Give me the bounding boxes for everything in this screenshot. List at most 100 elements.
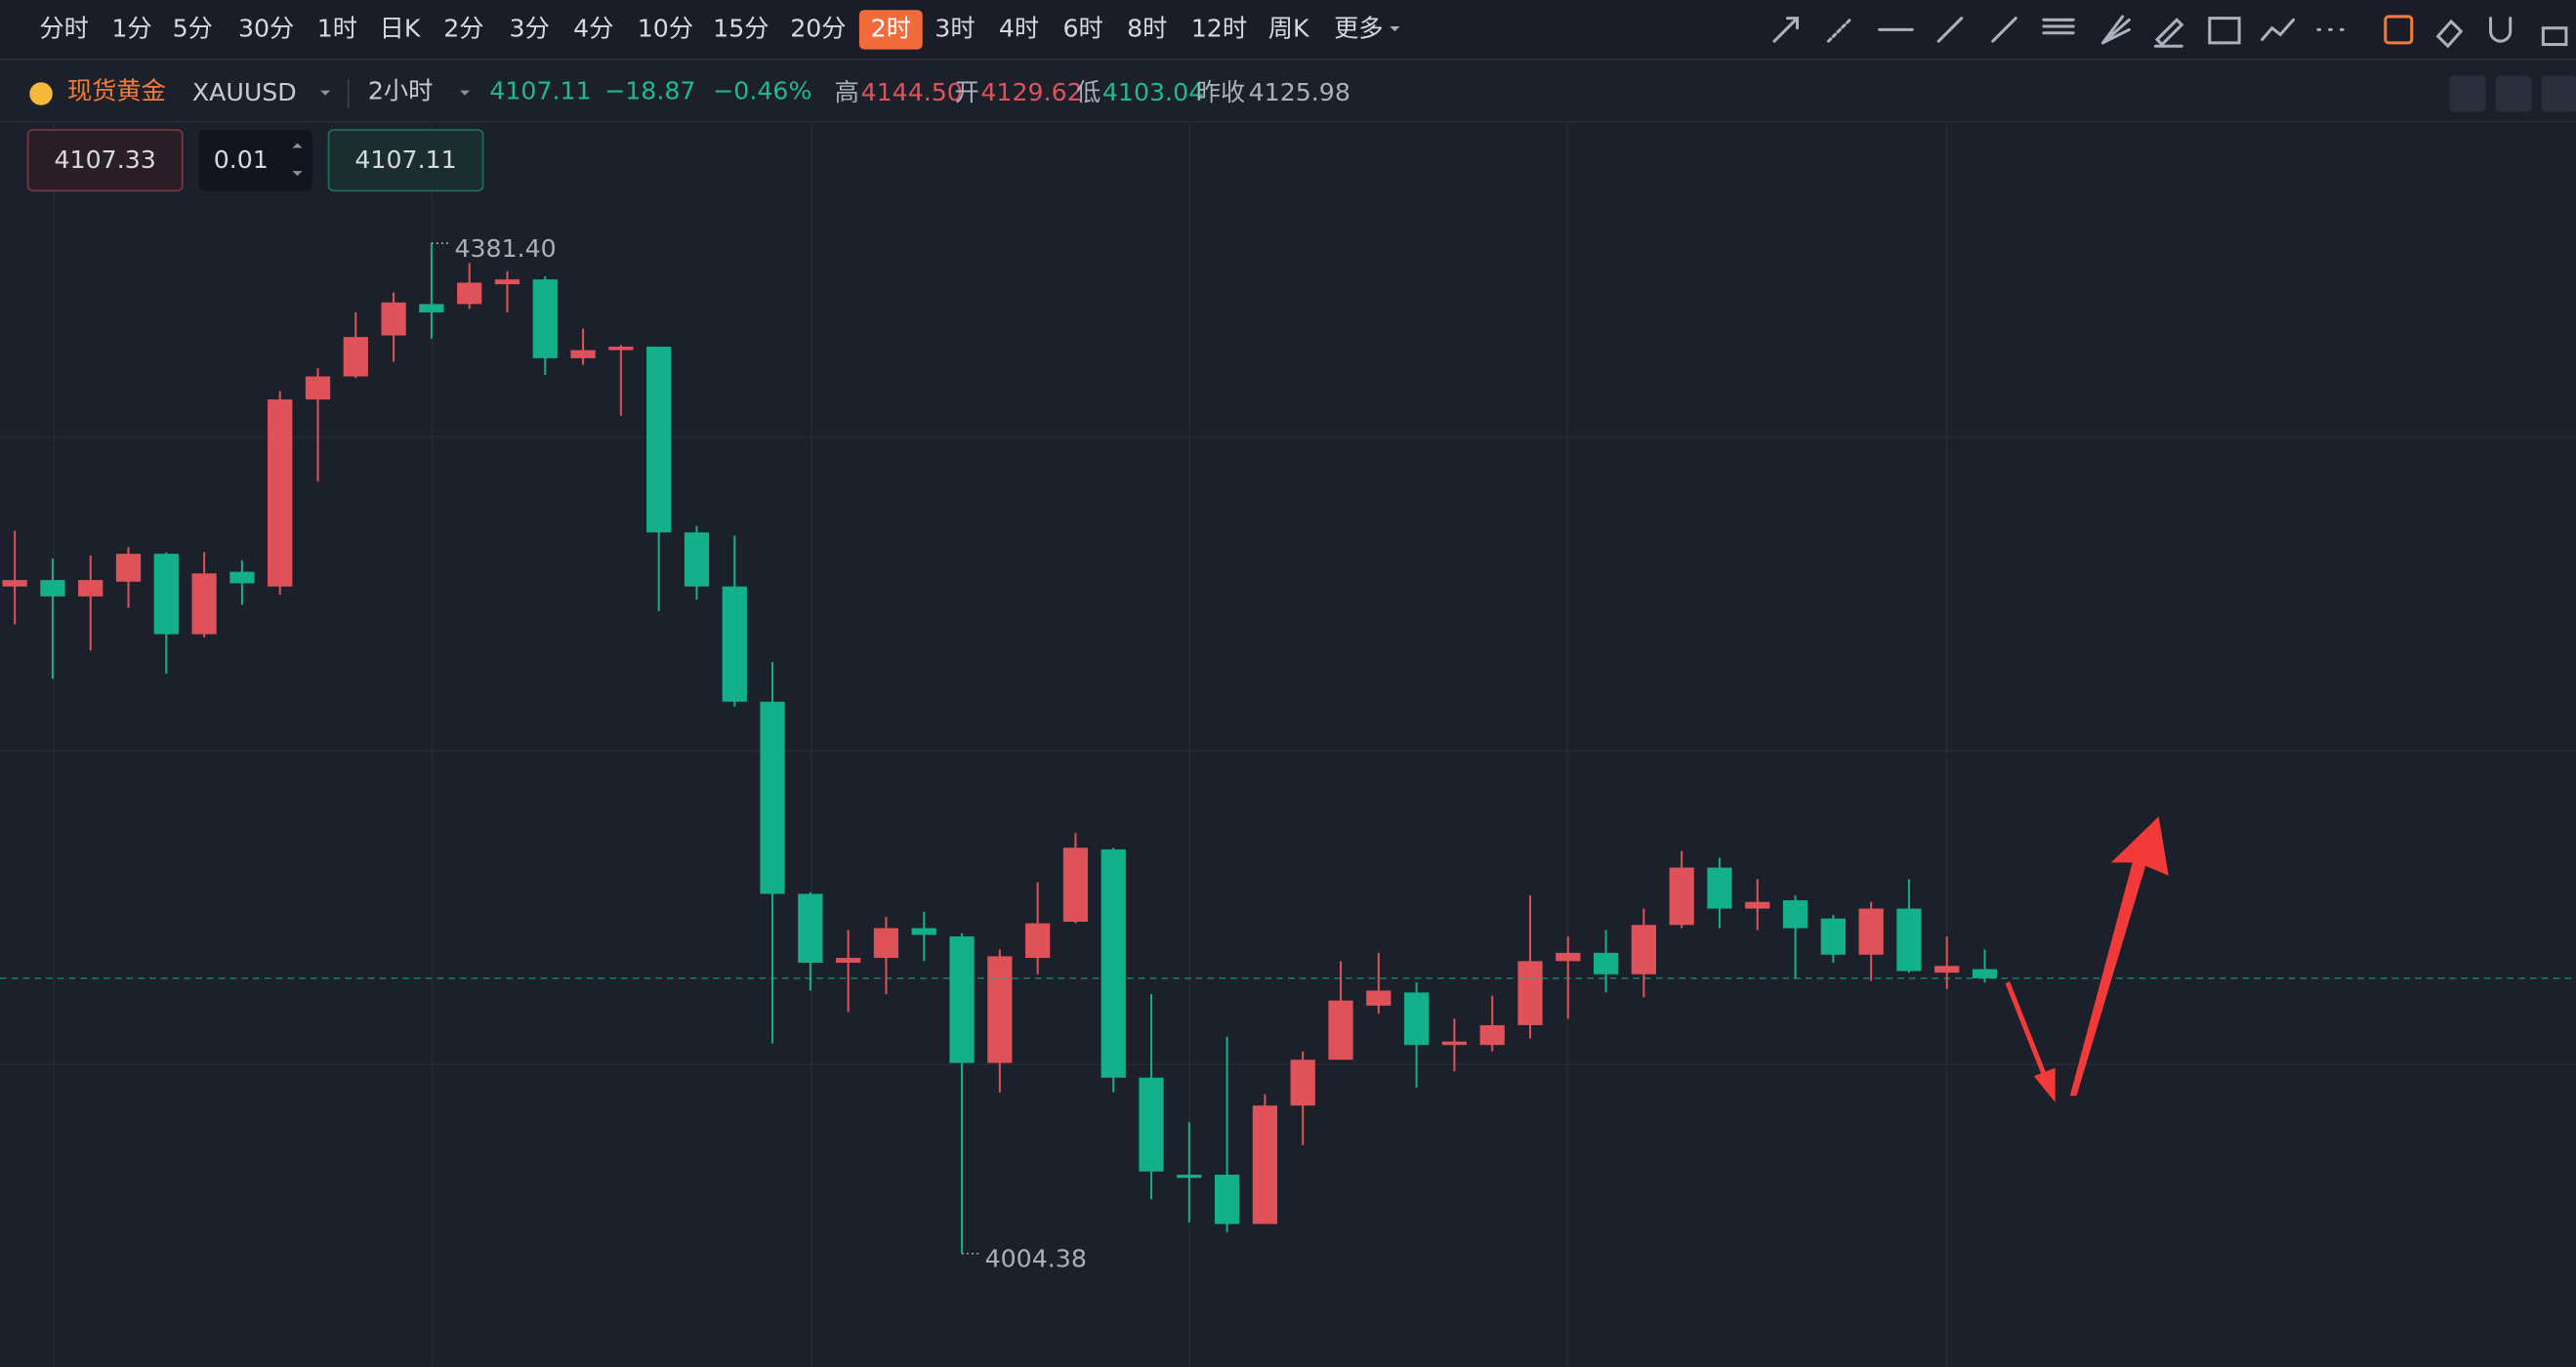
period-button[interactable]: 2时 bbox=[871, 14, 911, 42]
tool-lock[interactable] bbox=[2541, 26, 2568, 47]
buy-price[interactable]: 4107.11 bbox=[354, 145, 456, 174]
candle-body bbox=[570, 350, 596, 358]
period-button[interactable]: 12时 bbox=[1191, 14, 1247, 42]
tool-pen[interactable] bbox=[2153, 18, 2184, 48]
candle-body bbox=[608, 347, 634, 351]
arrow-down-head bbox=[2033, 1067, 2056, 1103]
arrow-down-shaft bbox=[2005, 981, 2048, 1079]
candle-body bbox=[229, 571, 255, 584]
candle-body bbox=[1745, 901, 1770, 909]
period-button[interactable]: 6时 bbox=[1063, 14, 1103, 42]
candle-body bbox=[2, 580, 27, 587]
candle-body bbox=[1290, 1059, 1315, 1106]
period-button[interactable]: 20分 bbox=[790, 14, 846, 42]
candle-body bbox=[722, 586, 747, 702]
period-button[interactable]: 4时 bbox=[999, 14, 1039, 42]
candle-body bbox=[1177, 1175, 1202, 1179]
candle-body bbox=[1441, 1041, 1468, 1046]
candle-body bbox=[457, 282, 482, 305]
period-button[interactable]: 3分 bbox=[510, 14, 550, 42]
candle-body bbox=[532, 279, 558, 358]
candle-body bbox=[268, 399, 293, 587]
period-button[interactable]: 10分 bbox=[638, 14, 693, 42]
candle-body bbox=[1328, 1000, 1353, 1060]
red-arrows bbox=[2005, 816, 2169, 1103]
caret bbox=[320, 90, 331, 96]
more-button[interactable]: 更多 bbox=[1334, 14, 1383, 42]
candle-body bbox=[78, 580, 104, 597]
period-button[interactable]: 30分 bbox=[238, 14, 294, 42]
candle-body bbox=[494, 279, 520, 285]
last-price: 4107.11 bbox=[489, 76, 591, 104]
tool-segment[interactable] bbox=[1936, 17, 1964, 43]
tool-ray[interactable] bbox=[1826, 17, 1853, 43]
tool-fib[interactable] bbox=[2042, 18, 2075, 35]
open-value: 4129.62 bbox=[980, 78, 1082, 106]
candle-body bbox=[949, 936, 975, 1063]
candle-body bbox=[1101, 849, 1126, 1078]
change: −18.87 bbox=[604, 76, 695, 104]
period-button[interactable]: 周K bbox=[1268, 14, 1310, 42]
annotation-label: 4004.38 bbox=[985, 1245, 1087, 1273]
candle-body bbox=[1252, 1105, 1278, 1224]
high-label: 高 bbox=[835, 78, 859, 106]
candle-body bbox=[1820, 918, 1846, 955]
period-button[interactable]: 3时 bbox=[935, 14, 975, 42]
open-label: 开 bbox=[954, 78, 978, 106]
indicator-button[interactable] bbox=[2449, 75, 2486, 112]
period-button[interactable]: 8时 bbox=[1127, 14, 1167, 42]
sell-price[interactable]: 4107.33 bbox=[55, 145, 156, 174]
period-button[interactable]: 1时 bbox=[317, 14, 357, 42]
style-button[interactable] bbox=[2541, 75, 2576, 112]
tool-channel[interactable] bbox=[1991, 17, 2017, 43]
period-button[interactable]: 分时 bbox=[39, 14, 88, 42]
arrow-up bbox=[2069, 816, 2169, 1097]
candles: 4381.40 4004.38 bbox=[0, 234, 2576, 1273]
period-button[interactable]: 1分 bbox=[111, 14, 151, 42]
period-button[interactable]: 15分 bbox=[713, 14, 769, 42]
candle-body bbox=[191, 573, 217, 635]
interval[interactable]: 2小时 bbox=[368, 76, 433, 104]
candle-body bbox=[1479, 1024, 1505, 1046]
buy-box[interactable] bbox=[327, 129, 484, 192]
quantity-box[interactable] bbox=[198, 130, 312, 191]
candle-body bbox=[798, 893, 823, 963]
tool-pattern[interactable] bbox=[2261, 18, 2296, 42]
tool-fan[interactable] bbox=[2100, 15, 2131, 45]
quantity[interactable]: 0.01 bbox=[214, 145, 269, 174]
tool-magnet[interactable] bbox=[2489, 17, 2513, 43]
candle-body bbox=[1139, 1077, 1164, 1172]
draw-button[interactable] bbox=[2495, 75, 2532, 112]
period-active-bg bbox=[858, 10, 923, 50]
high-value: 4144.50 bbox=[861, 78, 963, 106]
candle-body bbox=[911, 928, 936, 935]
symbol-name: 现货黄金 bbox=[67, 76, 166, 104]
tool-edit[interactable] bbox=[2384, 15, 2414, 45]
candle-body bbox=[1517, 961, 1543, 1025]
sell-box[interactable] bbox=[26, 129, 184, 192]
candle-body bbox=[40, 580, 65, 597]
candle-body bbox=[419, 304, 444, 312]
candle-body bbox=[1631, 925, 1656, 974]
prev-close-value: 4125.98 bbox=[1249, 78, 1350, 106]
tool-arrow[interactable] bbox=[1772, 17, 1800, 43]
period-bar: 分时 1分 5分 30分 1时 日K 2分 3分 4分 10分 15分 20分 2时 3时 4时 6时 8时 12… bbox=[39, 10, 1310, 50]
chart-buttons bbox=[2449, 75, 2576, 112]
candle-body bbox=[987, 956, 1013, 1063]
period-button[interactable]: 4分 bbox=[573, 14, 613, 42]
candle-body bbox=[1403, 992, 1430, 1046]
candle-body bbox=[1025, 923, 1051, 959]
candle-body bbox=[646, 347, 672, 533]
symbol-code[interactable]: XAUUSD bbox=[192, 78, 297, 106]
candle-body bbox=[760, 701, 785, 894]
low-label: 低 bbox=[1076, 78, 1101, 106]
candle-body bbox=[115, 554, 142, 582]
period-button[interactable]: 5分 bbox=[173, 14, 213, 42]
tool-image[interactable] bbox=[2208, 17, 2241, 45]
period-button[interactable]: 2分 bbox=[443, 14, 483, 42]
candle-body bbox=[1858, 908, 1884, 955]
period-button[interactable]: 日K bbox=[380, 14, 422, 42]
tool-eraser[interactable] bbox=[2435, 19, 2464, 49]
candle-body bbox=[873, 928, 899, 959]
